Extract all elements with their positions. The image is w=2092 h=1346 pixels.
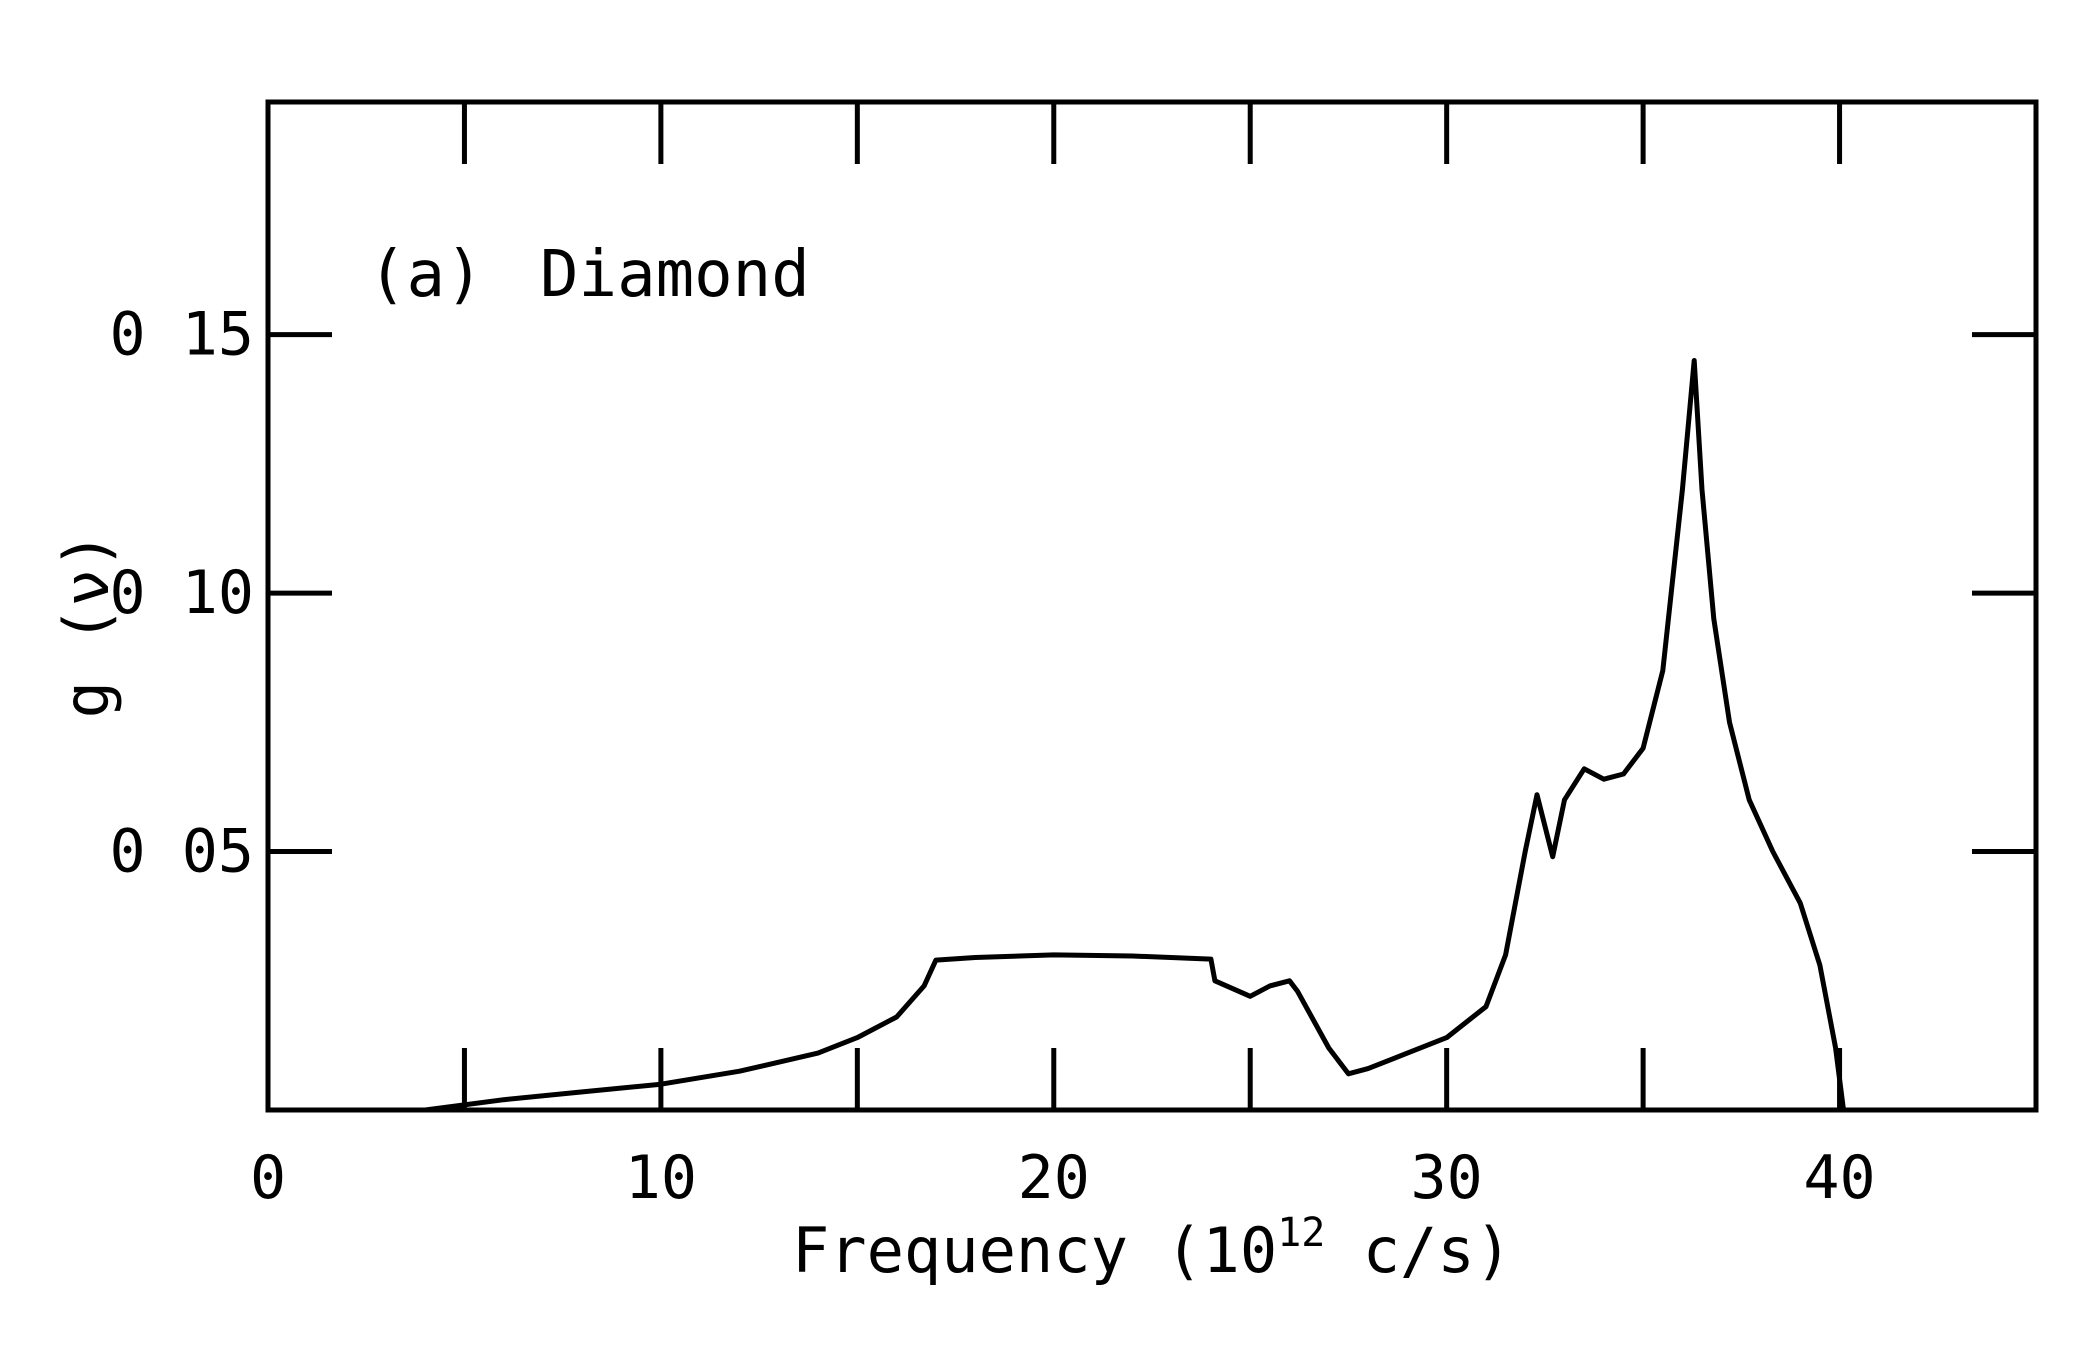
y-tick-label: 0 15 (110, 300, 255, 370)
y-tick-label: 0 10 (110, 558, 255, 628)
x-tick-label: 0 (250, 1143, 286, 1213)
x-tick-label: 30 (1411, 1143, 1483, 1213)
plot-frame (265, 99, 2039, 1113)
panel-title: Diamond (540, 238, 810, 312)
x-axis-label-suffix: c/s) (1325, 1214, 1512, 1287)
x-tick-label: 40 (1803, 1143, 1875, 1213)
x-axis-label-prefix: Frequency (10 (792, 1214, 1277, 1287)
y-tick-label: 0 05 (110, 817, 255, 887)
panel-label: (a) (368, 238, 484, 312)
x-axis-label-exponent: 12 (1277, 1210, 1325, 1256)
x-tick-label: 20 (1018, 1143, 1090, 1213)
axis-tick-labels: 0 10 20 30 40 0 05 0 10 0 15 (110, 300, 1876, 1213)
x-tick-label: 10 (625, 1143, 697, 1213)
x-axis-label: Frequency (1012 c/s) (792, 1210, 1512, 1287)
series-line (422, 358, 1846, 1113)
axis-ticks (268, 102, 2036, 1110)
y-axis-label: g (ν) (50, 532, 123, 719)
